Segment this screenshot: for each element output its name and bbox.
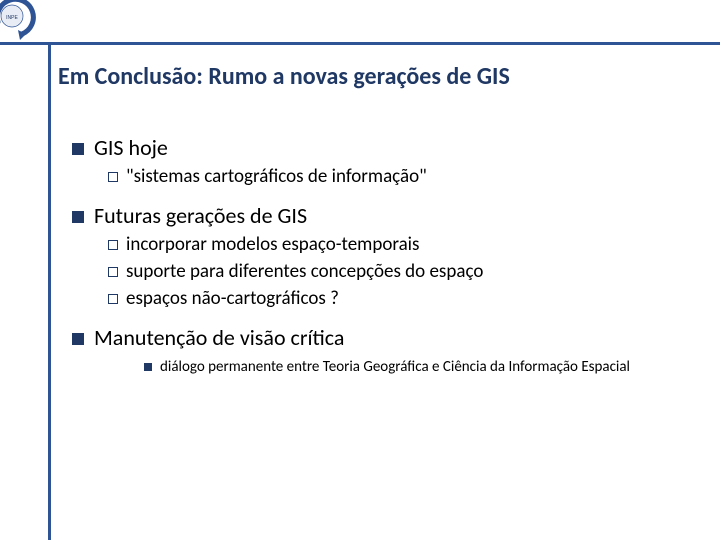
list-item: Manutenção de visão crítica	[72, 324, 690, 351]
logo-icon: INPE	[0, 0, 40, 40]
svg-text:INPE: INPE	[6, 15, 18, 21]
square-bullet-icon	[72, 143, 84, 155]
list-item: GIS hoje	[72, 134, 690, 161]
list-subitem: "sistemas cartográficos de informação"	[108, 165, 690, 188]
square-bullet-icon	[72, 333, 84, 345]
hollow-square-bullet-icon	[108, 294, 118, 304]
list-subitem-label: incorporar modelos espaço-temporais	[126, 233, 419, 256]
slide-content: GIS hoje "sistemas cartográficos de info…	[72, 120, 690, 377]
list-subsubitem-label: diálogo permanente entre Teoria Geográfi…	[160, 357, 630, 377]
list-subitem-label: espaços não-cartográficos ?	[126, 287, 339, 310]
list-subitem: espaços não-cartográficos ?	[108, 287, 690, 310]
list-subitem: suporte para diferentes concepções do es…	[108, 260, 690, 283]
hollow-square-bullet-icon	[108, 240, 118, 250]
list-item: Futuras gerações de GIS	[72, 202, 690, 229]
list-item-label: Manutenção de visão crítica	[94, 324, 344, 351]
small-square-bullet-icon	[144, 363, 152, 371]
header-rule	[0, 42, 720, 45]
hollow-square-bullet-icon	[108, 172, 118, 182]
list-subsubitem: diálogo permanente entre Teoria Geográfi…	[144, 357, 690, 377]
list-subitem-label: suporte para diferentes concepções do es…	[126, 260, 483, 283]
hollow-square-bullet-icon	[108, 267, 118, 277]
list-item-label: Futuras gerações de GIS	[94, 202, 307, 229]
list-subitem: incorporar modelos espaço-temporais	[108, 233, 690, 256]
vertical-rule	[48, 42, 51, 540]
page-title: Em Conclusão: Rumo a novas gerações de G…	[58, 62, 700, 91]
list-item-label: GIS hoje	[94, 134, 168, 161]
list-subitem-label: "sistemas cartográficos de informação"	[126, 165, 427, 188]
square-bullet-icon	[72, 211, 84, 223]
